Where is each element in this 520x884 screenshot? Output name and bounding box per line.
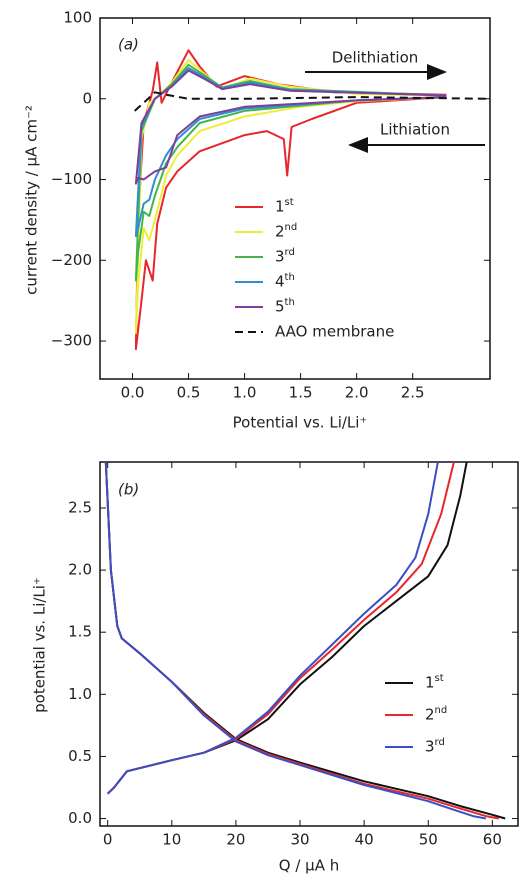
legend-label: 2nd (425, 705, 447, 724)
x-axis-label: Q / µA h (279, 857, 339, 875)
x-axis-label: Potential vs. Li/Li⁺ (233, 414, 368, 432)
y-tick-label: −100 (51, 170, 92, 188)
plot-frame (99, 461, 519, 827)
legend-label: 4th (275, 272, 295, 291)
legend-label: 3rd (425, 737, 445, 756)
legend-label: 3rd (275, 247, 295, 266)
y-tick-label: 0.5 (68, 747, 92, 765)
x-tick-label: 40 (355, 831, 374, 849)
x-tick-label: 2.0 (345, 384, 369, 402)
x-tick-label: 1.5 (289, 384, 313, 402)
legend-label: 2nd (275, 222, 297, 241)
series-line (134, 49, 447, 351)
plot-frame (99, 17, 491, 380)
annotation: (a) (118, 36, 139, 54)
annotation: (b) (118, 481, 139, 499)
plot-lines (134, 49, 490, 351)
y-axis-label: current density / µA cm⁻² (23, 105, 41, 295)
x-tick-label: 60 (483, 831, 502, 849)
x-tick-label: 50 (419, 831, 438, 849)
series-line (104, 462, 487, 820)
series-line (134, 69, 447, 185)
legend-label: 5th (275, 297, 295, 316)
annotation: Delithiation (332, 49, 419, 67)
x-tick-label: 2.5 (401, 384, 425, 402)
x-tick-label: 30 (290, 831, 309, 849)
y-tick-label: 2.5 (68, 498, 92, 516)
legend-label: 1st (425, 673, 444, 692)
plot-lines (104, 462, 506, 820)
legend-label: 1st (275, 197, 294, 216)
y-axis-label: potential vs. Li/Li⁺ (31, 577, 49, 713)
y-tick-label: −200 (51, 251, 92, 269)
y-tick-label: 2.0 (68, 561, 92, 579)
x-tick-label: 0.0 (121, 384, 145, 402)
y-tick-label: −300 (51, 332, 92, 350)
x-tick-label: 1.0 (233, 384, 257, 402)
x-tick-label: 0 (103, 831, 113, 849)
x-tick-label: 0.5 (177, 384, 201, 402)
series-line (134, 91, 490, 112)
x-tick-label: 20 (226, 831, 245, 849)
y-tick-label: 1.0 (68, 685, 92, 703)
annotation: Lithiation (380, 121, 450, 139)
y-tick-label: 1.5 (68, 623, 92, 641)
y-tick-label: 0 (82, 89, 92, 107)
y-tick-label: 0.0 (68, 809, 92, 827)
y-tick-label: 100 (63, 9, 92, 27)
x-tick-label: 10 (162, 831, 181, 849)
legend-label: AAO membrane (275, 323, 394, 341)
